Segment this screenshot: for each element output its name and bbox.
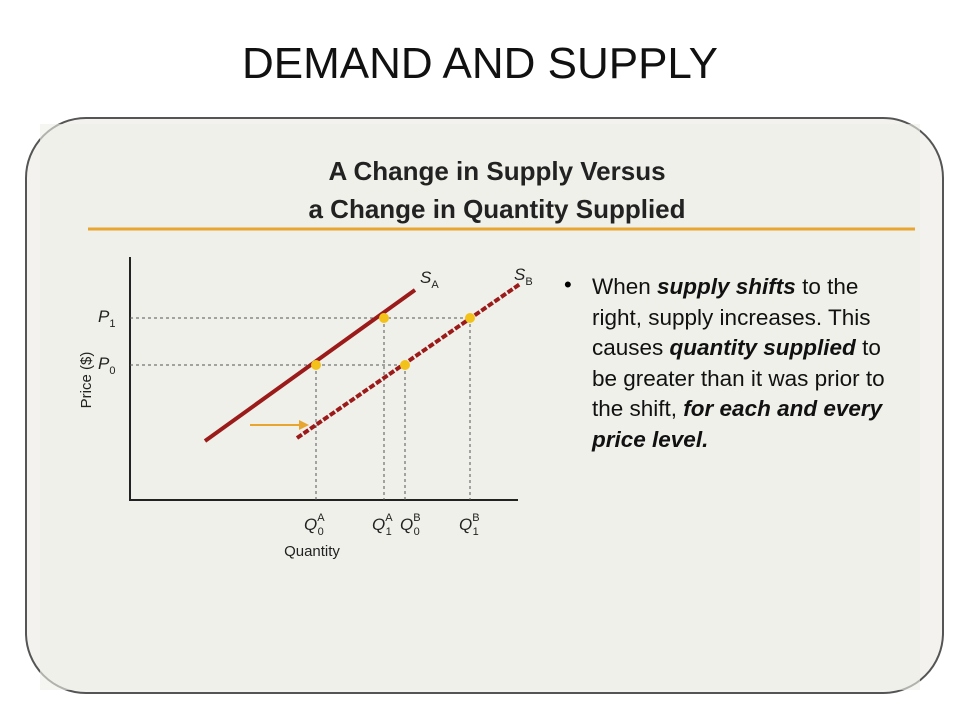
bullet-marker: • [564,272,572,297]
label-sub: 1 [386,526,392,538]
label-sub: A [431,279,439,291]
bullet-segment: to the right, supply increases. This cau… [592,274,871,360]
label-base: Q [372,515,385,534]
figure-title: A Change in Supply Versus [328,156,665,186]
label-sub: B [525,276,532,288]
x-axis-label: Quantity [284,543,340,560]
slide-title: DEMAND AND SUPPLY [242,39,718,88]
label-base: Q [459,515,472,534]
math-label: QB 1 [459,512,480,538]
equilibrium-points [311,313,475,370]
label-sub: 0 [318,526,324,538]
bullet-text: When supply shifts to the right, supply … [562,272,912,455]
label-base: Q [400,515,413,534]
math-label: P1 [98,307,115,330]
label-sub: 1 [473,526,479,538]
shift-arrow-head [299,420,309,430]
label-sup: B [413,512,420,524]
math-label: QA 0 [304,512,325,538]
label-sup: A [385,512,393,524]
label-base: Q [304,515,317,534]
label-base: P [98,307,110,326]
math-label: QB 0 [400,512,421,538]
math-label: P0 [98,354,115,377]
math-label: QA 1 [372,512,393,538]
label-base: S [514,265,526,284]
bullet-segment: quantity supplied [669,335,856,360]
math-label: SB [514,265,533,288]
supply-curve-b [295,282,522,440]
label-sub: 1 [109,318,115,330]
y-axis-label: Price ($) [78,352,95,409]
label-sup: A [317,512,325,524]
figure-background [40,124,920,690]
bullet-segment: When [592,274,658,299]
label-base: S [420,268,432,287]
label-sub: 0 [109,365,115,377]
label-base: P [98,354,110,373]
math-label: SA [420,268,439,291]
label-sup: B [472,512,479,524]
label-sub: 0 [414,526,420,538]
guides [130,317,471,500]
bullet-segment: for each and every price level. [592,396,883,452]
bullet-segment: to be greater than it was prior to the s… [592,335,885,421]
bullet-segment: supply shifts [657,274,796,299]
figure-title: a Change in Quantity Supplied [308,194,685,224]
